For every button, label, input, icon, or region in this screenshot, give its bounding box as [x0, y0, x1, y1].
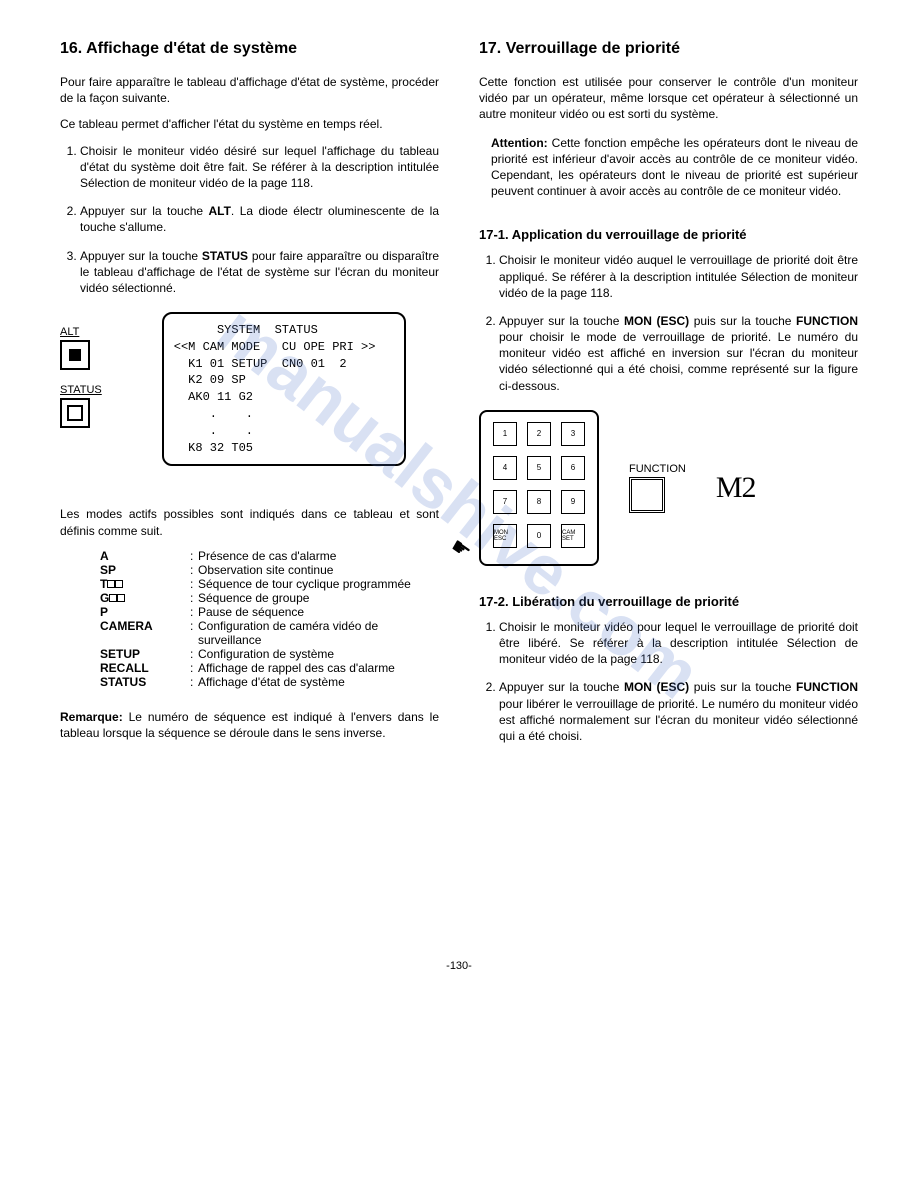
step-item: Appuyer sur la touche STATUS pour faire …: [80, 248, 439, 297]
mode-value: Pause de séquence: [198, 605, 439, 619]
keypad-key: 4: [493, 456, 517, 480]
section-17-1-title: 17-1. Application du verrouillage de pri…: [479, 227, 858, 242]
status-button-block: STATUS: [60, 384, 102, 428]
mode-colon: :: [190, 605, 198, 619]
mode-key: A: [100, 549, 190, 563]
mode-value: Séquence de groupe: [198, 591, 439, 605]
mode-key: T: [100, 577, 190, 591]
attention-label: Attention:: [491, 136, 548, 150]
keypad-key: 2: [527, 422, 551, 446]
mode-key: SP: [100, 563, 190, 577]
alt-button-block: ALT: [60, 326, 102, 370]
mode-value: Observation site continue: [198, 563, 439, 577]
step-item: Appuyer sur la touche ALT. La diode élec…: [80, 203, 439, 235]
keypad-key: MON ESC: [493, 524, 517, 548]
keypad-key: 5: [527, 456, 551, 480]
keypad-illustration: ☛ 123456789MON ESC0CAM SET FUNCTION M2: [479, 410, 858, 566]
mode-colon: :: [190, 563, 198, 577]
mode-key: CAMERA: [100, 619, 190, 647]
keypad-key: 0: [527, 524, 551, 548]
mode-key: P: [100, 605, 190, 619]
section-16-intro1: Pour faire apparaître le tableau d'affic…: [60, 74, 439, 106]
mode-row: STATUS:Affichage d'état de système: [100, 675, 439, 689]
section-17-title: 17. Verrouillage de priorité: [479, 40, 858, 58]
mode-value: Séquence de tour cyclique programmée: [198, 577, 439, 591]
modes-intro: Les modes actifs possibles sont indiqués…: [60, 506, 439, 538]
mode-row: CAMERA:Configuration de caméra vidéo de …: [100, 619, 439, 647]
section-17-2-title: 17-2. Libération du verrouillage de prio…: [479, 594, 858, 609]
keypad: ☛ 123456789MON ESC0CAM SET: [479, 410, 599, 566]
m2-label: M2: [716, 471, 756, 505]
system-status-display: SYSTEM STATUS <<M CAM MODE CU OPE PRI >>…: [162, 312, 406, 466]
keypad-key: 9: [561, 490, 585, 514]
function-block: FUNCTION: [629, 463, 686, 513]
mode-key: RECALL: [100, 661, 190, 675]
hand-pointer-icon: ☛: [445, 533, 476, 566]
keypad-key: 6: [561, 456, 585, 480]
keypad-key: 7: [493, 490, 517, 514]
mode-row: T:Séquence de tour cyclique programmée: [100, 577, 439, 591]
mode-row: RECALL:Affichage de rappel des cas d'ala…: [100, 661, 439, 675]
section-17-intro: Cette fonction est utilisée pour conserv…: [479, 74, 858, 123]
function-button-icon: [629, 477, 665, 513]
section-16-intro2: Ce tableau permet d'afficher l'état du s…: [60, 116, 439, 132]
left-column: 16. Affichage d'état de système Pour fai…: [60, 40, 439, 760]
remark: Remarque: Le numéro de séquence est indi…: [60, 709, 439, 741]
button-column: ALT STATUS: [60, 312, 102, 442]
mode-value: Configuration de système: [198, 647, 439, 661]
keypad-key: CAM SET: [561, 524, 585, 548]
mode-row: SETUP:Configuration de système: [100, 647, 439, 661]
mode-key: STATUS: [100, 675, 190, 689]
mode-colon: :: [190, 591, 198, 605]
attention-block: Attention: Cette fonction empêche les op…: [479, 135, 858, 200]
section-17-2-steps: Choisir le moniteur vidéo pour lequel le…: [479, 619, 858, 744]
alt-label: ALT: [60, 326, 102, 338]
section-16-title: 16. Affichage d'état de système: [60, 40, 439, 58]
alt-button-icon: [60, 340, 90, 370]
keypad-grid: 123 456 789 MON ESC 0 CAM SET: [493, 422, 585, 548]
keypad-key: 1: [493, 422, 517, 446]
step-item: Choisir le moniteur vidéo pour lequel le…: [499, 619, 858, 668]
section-16-steps: Choisir le moniteur vidéo désiré sur leq…: [60, 143, 439, 297]
mode-colon: :: [190, 549, 198, 563]
keypad-key: 3: [561, 422, 585, 446]
section-17-1-steps: Choisir le moniteur vidéo auquel le verr…: [479, 252, 858, 394]
mode-row: SP:Observation site continue: [100, 563, 439, 577]
step-item: Appuyer sur la touche MON (ESC) puis sur…: [499, 679, 858, 744]
mode-row: G:Séquence de groupe: [100, 591, 439, 605]
mode-value: Présence de cas d'alarme: [198, 549, 439, 563]
keypad-key: 8: [527, 490, 551, 514]
mode-definitions: A:Présence de cas d'alarmeSP:Observation…: [100, 549, 439, 689]
mode-row: P:Pause de séquence: [100, 605, 439, 619]
right-column: 17. Verrouillage de priorité Cette fonct…: [479, 40, 858, 760]
remark-label: Remarque:: [60, 710, 123, 724]
step-item: Choisir le moniteur vidéo auquel le verr…: [499, 252, 858, 301]
mode-value: Affichage d'état de système: [198, 675, 439, 689]
alt-status-display-row: ALT STATUS SYSTEM STATUS <<M CAM MODE CU…: [60, 312, 439, 466]
mode-key: G: [100, 591, 190, 605]
mode-colon: :: [190, 675, 198, 689]
step-item: Choisir le moniteur vidéo désiré sur leq…: [80, 143, 439, 192]
mode-value: Affichage de rappel des cas d'alarme: [198, 661, 439, 675]
mode-value: Configuration de caméra vidéo de surveil…: [198, 619, 439, 647]
status-button-icon: [60, 398, 90, 428]
mode-colon: :: [190, 619, 198, 647]
mode-key: SETUP: [100, 647, 190, 661]
mode-colon: :: [190, 661, 198, 675]
mode-colon: :: [190, 577, 198, 591]
page-number: -130-: [60, 960, 858, 972]
page-columns: 16. Affichage d'état de système Pour fai…: [60, 40, 858, 760]
mode-colon: :: [190, 647, 198, 661]
status-label: STATUS: [60, 384, 102, 396]
function-label: FUNCTION: [629, 463, 686, 475]
mode-row: A:Présence de cas d'alarme: [100, 549, 439, 563]
step-item: Appuyer sur la touche MON (ESC) puis sur…: [499, 313, 858, 394]
